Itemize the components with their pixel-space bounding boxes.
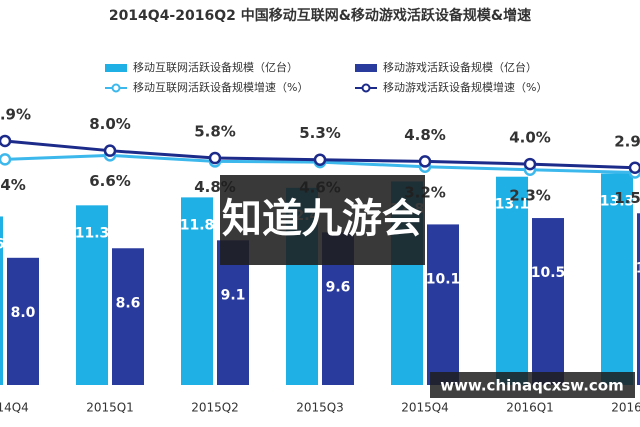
bar xyxy=(637,213,640,385)
chart-title: 2014Q4-2016Q2 中国移动互联网&移动游戏活跃设备规模&增速 xyxy=(109,7,531,24)
data-label: 4.8% xyxy=(404,126,446,144)
legend-swatch xyxy=(111,83,121,93)
data-label: 10.6 xyxy=(0,236,4,252)
data-label: 2.3% xyxy=(509,186,551,204)
bar xyxy=(496,176,528,385)
legend-swatch xyxy=(355,64,377,72)
line-marker xyxy=(0,134,12,148)
data-label: 9.1 xyxy=(221,287,246,303)
data-label: 5.4% xyxy=(0,176,26,194)
data-label: 10.5 xyxy=(531,265,566,281)
legend-swatch xyxy=(361,83,371,93)
data-label: 8.0 xyxy=(11,305,36,321)
x-tick-label: 2014Q4 xyxy=(0,401,29,415)
line-marker xyxy=(208,151,222,165)
legend-swatch xyxy=(105,64,127,72)
data-label: 10.8 xyxy=(636,260,640,276)
data-label: 8.6 xyxy=(116,295,141,311)
x-tick-label: 2015Q3 xyxy=(296,401,344,415)
watermark-box xyxy=(220,175,425,265)
legend-label: 移动互联网活跃设备规模增速（%） xyxy=(133,80,308,94)
bar xyxy=(7,257,39,385)
data-label: 1.5% xyxy=(614,189,640,207)
line-marker xyxy=(628,161,640,175)
data-label: 4.0% xyxy=(509,129,551,147)
line-marker xyxy=(418,155,432,168)
bar xyxy=(0,216,3,385)
watermark-url: www.chinaqcxsw.com xyxy=(440,377,623,395)
x-tick-label: 2016Q2 xyxy=(611,401,640,415)
line-marker xyxy=(103,144,117,157)
legend-label: 移动游戏活跃设备规模（亿台） xyxy=(383,60,537,74)
bar xyxy=(76,205,108,385)
x-tick-label: 2015Q2 xyxy=(191,401,239,415)
data-label: 11.8 xyxy=(180,217,215,233)
data-label: 13.1 xyxy=(495,197,530,213)
data-label: 10.9% xyxy=(0,105,31,123)
data-label: 9.6 xyxy=(326,279,351,295)
data-label: 2.9% xyxy=(614,132,640,150)
line-marker xyxy=(313,153,327,166)
watermark-text: 知道九游会 xyxy=(222,196,422,242)
bar xyxy=(601,173,633,385)
data-label: 8.0% xyxy=(89,115,131,133)
data-label: 5.8% xyxy=(194,123,236,141)
x-tick-label: 2016Q1 xyxy=(506,401,554,415)
bar xyxy=(181,197,213,385)
x-tick-label: 2015Q4 xyxy=(401,401,449,415)
line-marker xyxy=(0,153,12,166)
bar xyxy=(427,224,459,385)
data-label: 13.3 xyxy=(600,194,635,210)
data-label: 5.3% xyxy=(299,124,341,142)
data-label: 6.6% xyxy=(89,172,131,190)
watermark-url-box xyxy=(430,372,635,398)
bar xyxy=(112,248,144,385)
bar xyxy=(532,218,564,385)
data-label: 11.3 xyxy=(75,225,110,241)
legend-label: 移动游戏活跃设备规模增速（%） xyxy=(383,80,547,94)
legend-label: 移动互联网活跃设备规模（亿台） xyxy=(133,60,298,74)
line-marker xyxy=(523,157,537,171)
x-tick-label: 2015Q1 xyxy=(86,401,134,415)
data-label: 10.1 xyxy=(426,271,461,287)
